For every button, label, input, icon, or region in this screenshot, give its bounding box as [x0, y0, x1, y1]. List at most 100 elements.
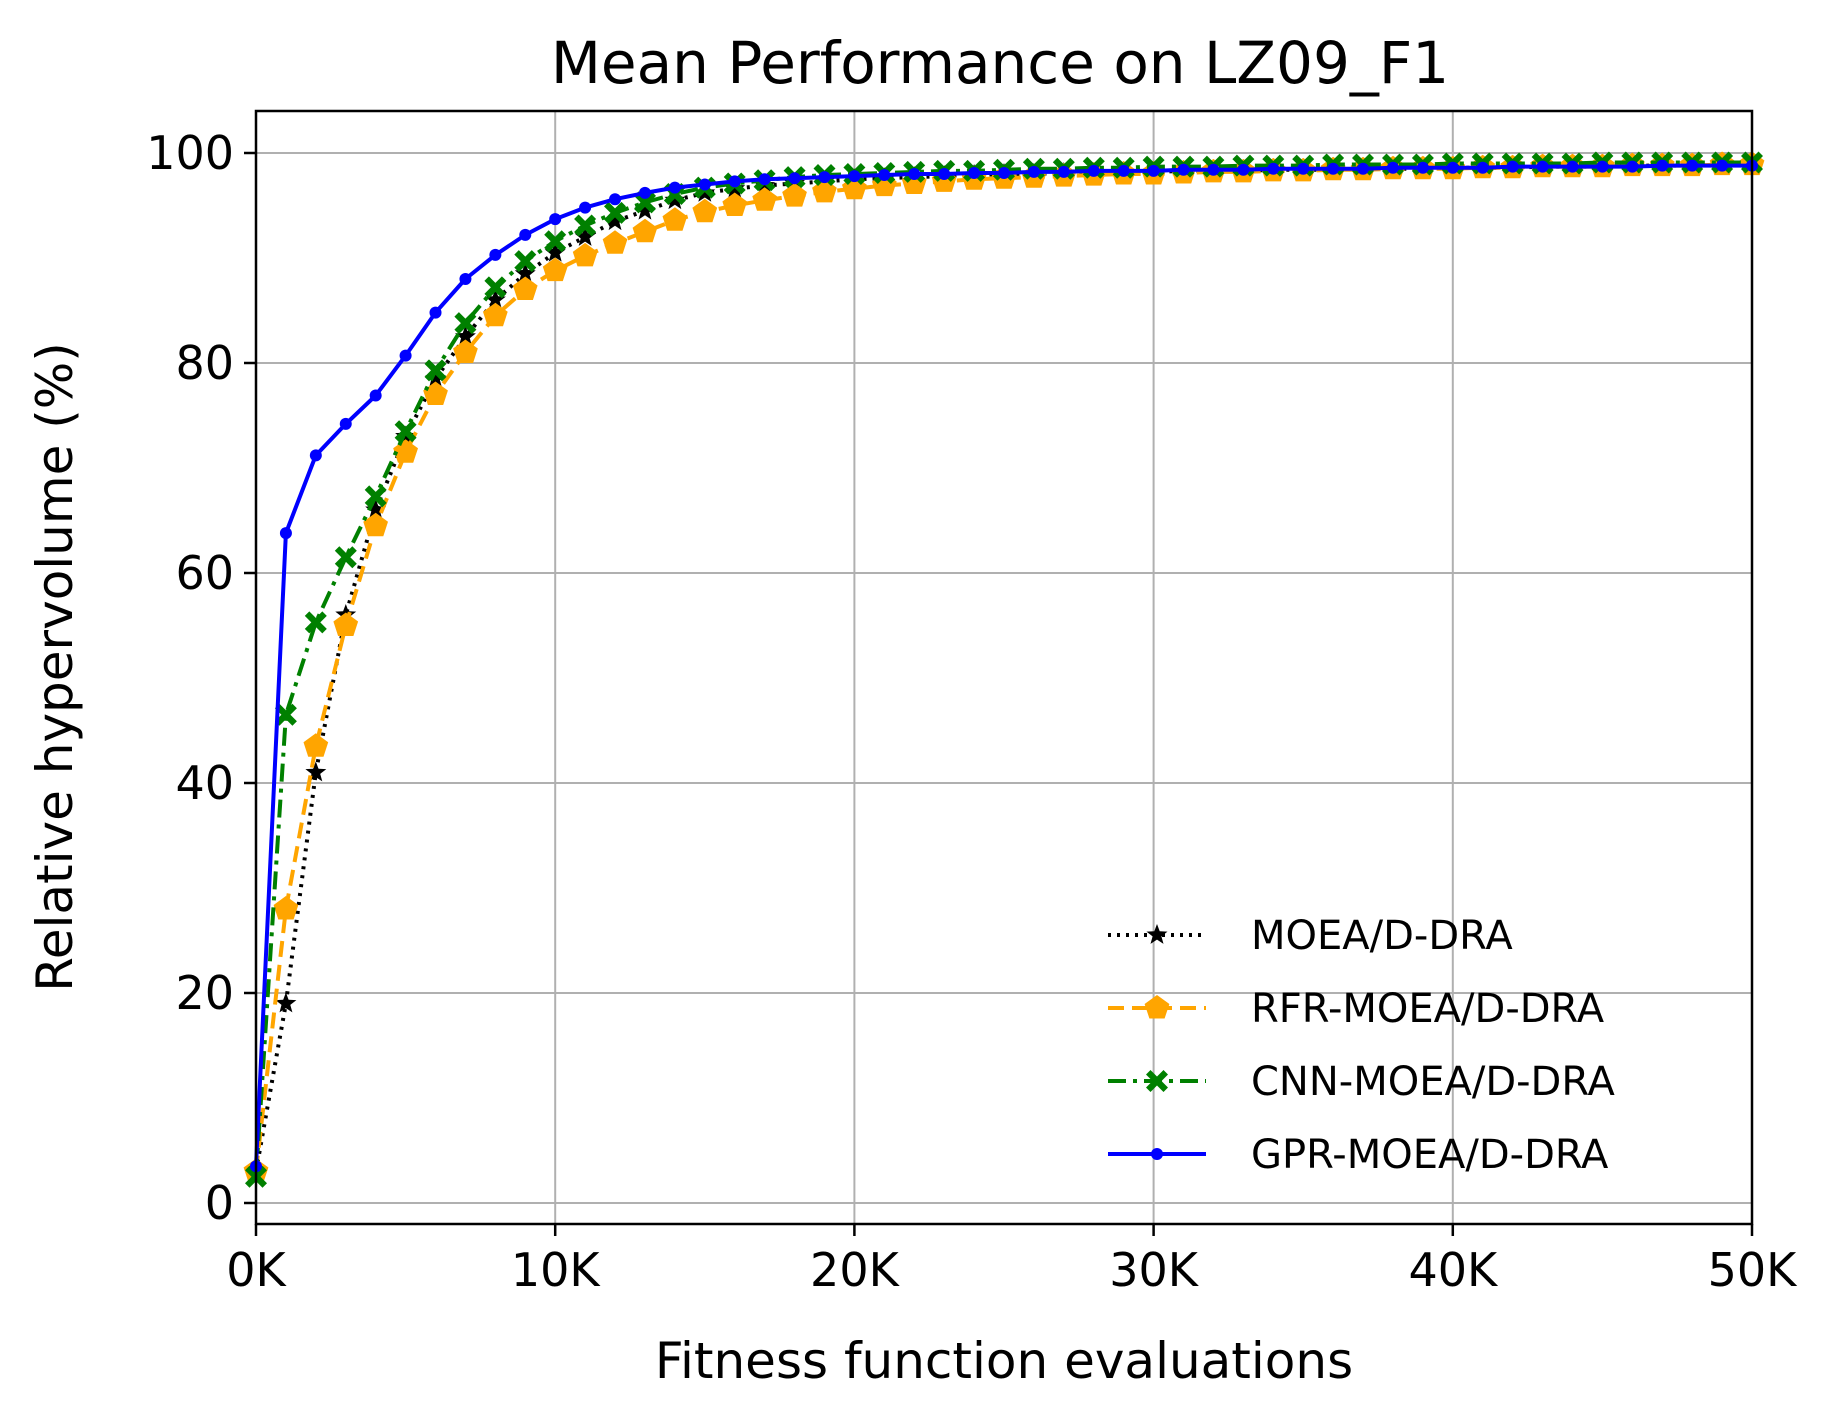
y-tick-label: 60: [175, 546, 234, 600]
data-point: [908, 168, 921, 180]
data-point: [1626, 160, 1639, 173]
data-point: [604, 201, 626, 224]
data-point: [542, 257, 568, 282]
x-axis-label: Fitness function evaluations: [655, 1332, 1353, 1390]
data-point: [1237, 163, 1250, 176]
data-point: [938, 168, 951, 180]
data-point: [453, 339, 478, 363]
data-point: [668, 181, 681, 194]
data-point: [968, 166, 981, 179]
x-tick-label: 50K: [1708, 1243, 1799, 1297]
data-point: [514, 262, 536, 283]
data-point: [454, 312, 477, 335]
legend-entry-cnn-moea-d-dra: CNN-MOEA/D-DRA: [1108, 1059, 1616, 1105]
legend-marker: [1146, 1070, 1168, 1092]
data-point: [664, 189, 686, 210]
data-point: [818, 171, 831, 184]
data-point: [1117, 164, 1130, 177]
data-point: [339, 417, 352, 430]
data-point: [698, 178, 711, 191]
data-point: [1716, 159, 1729, 172]
data-point: [609, 193, 622, 206]
data-point: [634, 199, 656, 220]
data-point: [1057, 165, 1070, 178]
data-point: [574, 226, 596, 246]
legend-entry-moea-d-dra: MOEA/D-DRA: [1108, 913, 1513, 959]
data-point: [1416, 161, 1429, 174]
data-point: [273, 896, 299, 920]
chart-title: Mean Performance on LZ09_F1: [551, 29, 1449, 97]
data-point: [1207, 163, 1220, 176]
legend-entry-gpr-moea-d-dra: GPR-MOEA/D-DRA: [1108, 1132, 1609, 1178]
data-point: [574, 214, 597, 237]
ticks: 0K 10K 20K 30K 40K 50K 0 20 40 60 80 100: [146, 126, 1798, 1297]
data-point: [638, 186, 651, 199]
x-tick-label: 30K: [1109, 1243, 1200, 1297]
data-point: [304, 611, 327, 634]
data-point: [1147, 164, 1160, 177]
data-point: [305, 761, 327, 782]
y-tick-label: 40: [175, 756, 234, 810]
data-point: [399, 349, 412, 362]
series-line: [254, 162, 1752, 1172]
data-point: [602, 230, 628, 254]
data-point: [484, 276, 507, 299]
data-point: [514, 250, 537, 273]
data-point: [334, 546, 357, 569]
data-point: [1686, 159, 1699, 172]
data-point: [274, 703, 297, 726]
legend-marker: [1151, 1148, 1163, 1160]
data-point: [423, 381, 448, 405]
grid: [255, 111, 1753, 1224]
legend: MOEA/D-DRA RFR-MOEA/D-DRA CNN-MOEA/D-DRA GP…: [1108, 913, 1616, 1178]
data-point: [394, 420, 417, 443]
data-point: [459, 273, 472, 285]
data-point: [544, 230, 567, 253]
data-point: [1357, 162, 1370, 175]
data-point: [333, 612, 359, 636]
data-point: [722, 192, 748, 216]
data-point: [303, 733, 329, 757]
data-point: [512, 276, 538, 300]
y-axis-label: Relative hypervolume (%): [26, 342, 84, 992]
data-point: [365, 499, 387, 519]
data-point: [632, 218, 658, 243]
data-point: [363, 512, 388, 537]
legend-label: RFR-MOEA/D-DRA: [1251, 986, 1605, 1032]
data-point: [579, 201, 592, 214]
data-point: [692, 198, 718, 223]
legend-marker: [1144, 995, 1170, 1019]
data-point: [1027, 165, 1040, 178]
data-point: [1327, 162, 1340, 175]
data-point: [1656, 159, 1669, 172]
y-tick-label: 0: [205, 1176, 234, 1230]
legend-label: CNN-MOEA/D-DRA: [1251, 1059, 1616, 1105]
legend-label: MOEA/D-DRA: [1251, 913, 1513, 959]
data-point: [549, 213, 562, 226]
data-point: [1177, 163, 1190, 176]
data-point: [848, 170, 861, 183]
data-point: [1267, 162, 1280, 175]
data-point: [1506, 160, 1519, 173]
data-point: [998, 166, 1010, 179]
data-point: [662, 207, 688, 231]
x-tick-label: 0K: [226, 1243, 287, 1297]
data-point: [1566, 160, 1579, 173]
data-point: [455, 325, 476, 346]
legend-label: GPR-MOEA/D-DRA: [1251, 1132, 1609, 1178]
data-point: [1087, 164, 1100, 177]
data-point: [483, 302, 508, 327]
data-point: [489, 248, 502, 261]
data-point: [1446, 161, 1459, 174]
data-point: [788, 172, 801, 185]
y-tick-label: 80: [175, 336, 234, 390]
x-tick-label: 10K: [511, 1243, 602, 1297]
data-point: [634, 191, 656, 214]
x-tick-label: 40K: [1408, 1243, 1499, 1297]
data-point: [279, 527, 292, 540]
data-point: [878, 169, 891, 182]
data-point: [364, 485, 387, 508]
data-point: [275, 992, 297, 1013]
data-point: [604, 210, 626, 231]
